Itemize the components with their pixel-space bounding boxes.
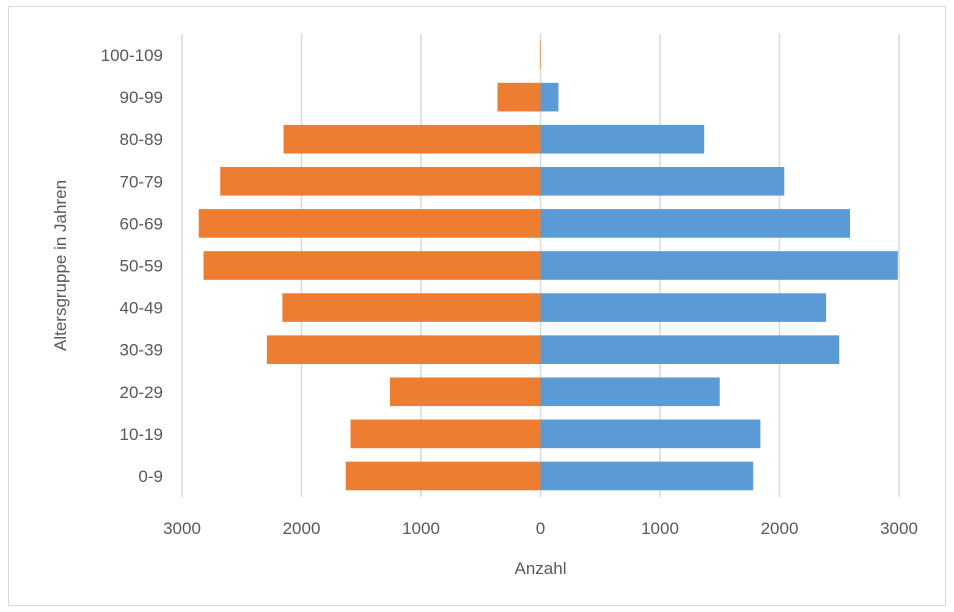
bar-left-50-59 <box>203 251 541 280</box>
bar-left-90-99 <box>497 82 541 112</box>
bar-left-70-79 <box>220 167 541 196</box>
x-tick-label: 3000 <box>163 519 201 538</box>
x-axis-title: Anzahl <box>515 559 567 578</box>
x-tick-label: 1000 <box>402 519 440 538</box>
bar-left-10-19 <box>350 419 541 449</box>
y-tick-label: 60-69 <box>120 214 163 233</box>
bar-left-100-109 <box>539 40 541 70</box>
y-tick-label: 70-79 <box>120 172 163 191</box>
y-tick-label: 10-19 <box>120 425 163 444</box>
y-tick-label: 80-89 <box>120 130 163 149</box>
bar-left-80-89 <box>283 124 541 154</box>
bar-right-30-39 <box>540 335 840 364</box>
bar-right-70-79 <box>540 167 785 196</box>
bar-right-0-9 <box>540 461 754 491</box>
bar-right-60-69 <box>540 209 851 238</box>
y-tick-label: 40-49 <box>120 299 163 318</box>
bar-left-60-69 <box>198 209 541 238</box>
y-tick-label: 90-99 <box>120 88 163 107</box>
bar-left-30-39 <box>266 335 541 364</box>
x-tick-labels: 3000 2000 1000 0 1000 2000 3000 <box>163 519 918 538</box>
x-tick-label: 0 <box>536 519 545 538</box>
y-tick-label: 0-9 <box>138 467 163 486</box>
x-tick-label: 2000 <box>283 519 321 538</box>
y-tick-label: 30-39 <box>120 341 163 360</box>
y-tick-label: 100-109 <box>101 46 163 65</box>
bar-left-40-49 <box>282 293 541 322</box>
y-axis-title: Altersgruppe in Jahren <box>51 180 70 351</box>
bar-right-90-99 <box>540 82 559 112</box>
bars <box>198 40 898 491</box>
y-tick-label: 50-59 <box>120 257 163 276</box>
bar-right-80-89 <box>540 124 705 154</box>
x-tick-label: 1000 <box>641 519 679 538</box>
bar-left-0-9 <box>345 461 541 491</box>
bar-right-50-59 <box>540 251 898 280</box>
y-tick-label: 20-29 <box>120 383 163 402</box>
bar-right-40-49 <box>540 293 827 322</box>
bar-right-20-29 <box>540 377 720 407</box>
bar-right-10-19 <box>540 419 761 449</box>
x-tick-label: 3000 <box>880 519 918 538</box>
x-tick-label: 2000 <box>761 519 799 538</box>
bar-left-20-29 <box>389 377 541 407</box>
y-tick-labels: 0-9 10-19 20-29 30-39 40-49 50-59 60-69 70-79 80… <box>101 46 163 486</box>
